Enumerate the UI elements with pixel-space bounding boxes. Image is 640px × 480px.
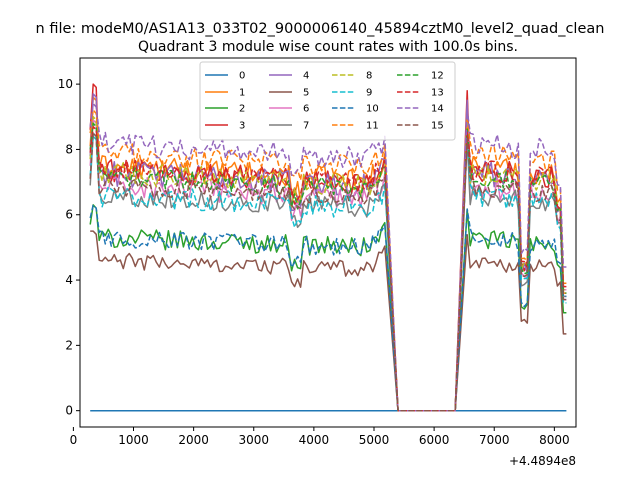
legend-label-9: 9: [366, 88, 372, 99]
series-lines: [89, 83, 567, 412]
figure-suptitle: n file: modeM0/AS1A13_033T02_9000006140_…: [36, 21, 605, 37]
legend-label-8: 8: [366, 71, 372, 82]
legend-label-10: 10: [366, 104, 379, 115]
chart-title: Quadrant 3 module wise count rates with …: [138, 39, 518, 55]
x-axis: 0 1000 2000 3000 4000 5000 6000 7000 8000: [70, 427, 570, 447]
y-tick-label: 4: [65, 273, 73, 287]
legend-label-11: 11: [366, 121, 379, 132]
series-line-10: [89, 204, 567, 412]
x-tick-label: 0: [70, 433, 78, 447]
y-tick-label: 0: [65, 404, 73, 418]
legend-label-7: 7: [303, 121, 309, 132]
x-tick-label: 3000: [238, 433, 269, 447]
legend-label-13: 13: [431, 88, 444, 99]
x-offset-label: +4.4894e8: [509, 454, 576, 468]
legend-label-6: 6: [303, 104, 309, 115]
legend-label-14: 14: [431, 104, 444, 115]
x-tick-label: 7000: [479, 433, 510, 447]
y-tick-label: 8: [65, 142, 73, 156]
y-axis: 0 2 4 6 8 10: [58, 77, 80, 418]
legend-label-3: 3: [239, 121, 245, 132]
x-tick-label: 2000: [178, 433, 209, 447]
series-line-9: [89, 135, 567, 412]
y-tick-label: 2: [65, 338, 73, 352]
legend-label-2: 2: [239, 104, 245, 115]
x-tick-label: 1000: [118, 433, 149, 447]
series-line-5: [90, 230, 567, 412]
series-line-2: [89, 204, 567, 412]
y-tick-label: 10: [58, 77, 73, 91]
plot-frame: [79, 57, 577, 428]
series-line-15: [89, 132, 567, 412]
legend-label-4: 4: [303, 71, 309, 82]
x-tick-label: 8000: [539, 433, 570, 447]
legend-label-12: 12: [431, 71, 444, 82]
legend-box: [199, 61, 456, 141]
series-line-8: [89, 116, 567, 412]
y-tick-label: 6: [65, 208, 73, 222]
x-tick-label: 5000: [359, 433, 390, 447]
legend-label-15: 15: [431, 121, 444, 132]
legend-label-1: 1: [239, 88, 245, 99]
series-line-12: [89, 122, 567, 412]
legend-label-5: 5: [303, 88, 309, 99]
x-tick-label: 6000: [419, 433, 450, 447]
legend-label-0: 0: [239, 71, 245, 82]
x-tick-label: 4000: [299, 433, 330, 447]
series-line-14: [89, 102, 567, 412]
series-line-13: [89, 125, 567, 412]
